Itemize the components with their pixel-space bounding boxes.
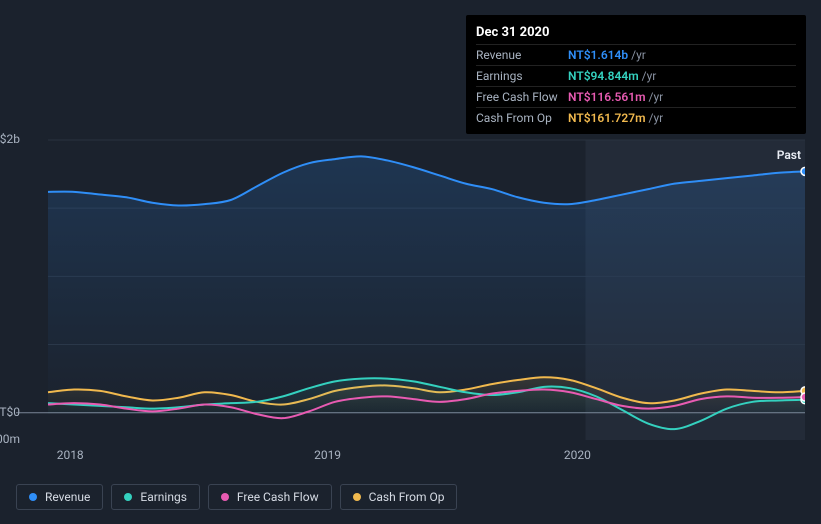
tooltip-row: Free Cash Flow NT$116.561m /yr bbox=[476, 86, 796, 107]
chart-canvas bbox=[16, 120, 805, 440]
tooltip-row-label: Cash From Op bbox=[476, 111, 568, 125]
tooltip-row-unit: /yr bbox=[642, 69, 657, 83]
tooltip-date: Dec 31 2020 bbox=[476, 21, 796, 44]
legend-dot-icon bbox=[221, 493, 229, 501]
x-axis-tick-label: 2019 bbox=[314, 448, 341, 462]
chart-tooltip: Dec 31 2020 Revenue NT$1.614b /yr Earnin… bbox=[466, 15, 806, 134]
legend-item-label: Revenue bbox=[45, 490, 90, 504]
tooltip-row-value: NT$116.561m bbox=[568, 90, 646, 104]
tooltip-row-unit: /yr bbox=[631, 48, 646, 62]
tooltip-row-label: Free Cash Flow bbox=[476, 90, 568, 104]
tooltip-row-value: NT$161.727m bbox=[568, 111, 646, 125]
tooltip-row-unit: /yr bbox=[649, 90, 664, 104]
past-region-label: Past bbox=[777, 148, 801, 162]
legend-item-fcf[interactable]: Free Cash Flow bbox=[208, 484, 332, 510]
legend-dot-icon bbox=[353, 493, 361, 501]
legend-item-cfo[interactable]: Cash From Op bbox=[340, 484, 458, 510]
tooltip-row: Cash From Op NT$161.727m /yr bbox=[476, 107, 796, 128]
tooltip-row-value: NT$1.614b bbox=[568, 48, 628, 62]
legend-item-label: Earnings bbox=[140, 490, 187, 504]
legend-dot-icon bbox=[29, 493, 37, 501]
tooltip-row-value: NT$94.844m bbox=[568, 69, 639, 83]
x-axis-tick-label: 2020 bbox=[564, 448, 591, 462]
legend-item-earnings[interactable]: Earnings bbox=[111, 484, 200, 510]
chart-legend: Revenue Earnings Free Cash Flow Cash Fro… bbox=[16, 484, 457, 510]
tooltip-row-label: Revenue bbox=[476, 48, 568, 62]
tooltip-row-label: Earnings bbox=[476, 69, 568, 83]
y-axis-tick-label: -NT$200m bbox=[0, 432, 20, 446]
legend-dot-icon bbox=[124, 493, 132, 501]
legend-item-label: Cash From Op bbox=[369, 490, 445, 504]
tooltip-row: Earnings NT$94.844m /yr bbox=[476, 65, 796, 86]
tooltip-row: Revenue NT$1.614b /yr bbox=[476, 44, 796, 65]
legend-item-label: Free Cash Flow bbox=[237, 490, 319, 504]
tooltip-row-unit: /yr bbox=[649, 111, 664, 125]
y-axis-tick-label: NT$0 bbox=[0, 405, 20, 419]
financials-chart[interactable]: NT$2bNT$0-NT$200m201820192020Past bbox=[16, 120, 805, 440]
y-axis-tick-label: NT$2b bbox=[0, 132, 20, 146]
legend-item-revenue[interactable]: Revenue bbox=[16, 484, 103, 510]
x-axis-tick-label: 2018 bbox=[57, 448, 84, 462]
